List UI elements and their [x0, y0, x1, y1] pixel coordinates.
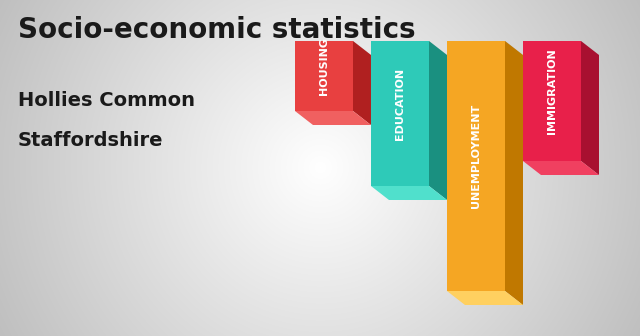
Text: UNEMPLOYMENT: UNEMPLOYMENT: [471, 104, 481, 208]
Text: Staffordshire: Staffordshire: [18, 131, 163, 150]
Text: HOUSING: HOUSING: [319, 37, 329, 95]
Text: IMMIGRATION: IMMIGRATION: [547, 48, 557, 134]
Polygon shape: [581, 41, 599, 175]
Polygon shape: [429, 41, 447, 200]
Polygon shape: [371, 41, 447, 55]
Text: EDUCATION: EDUCATION: [395, 68, 405, 139]
Polygon shape: [371, 186, 447, 200]
Text: Hollies Common: Hollies Common: [18, 91, 195, 110]
Polygon shape: [353, 41, 371, 125]
Polygon shape: [523, 161, 599, 175]
Polygon shape: [523, 41, 599, 55]
Polygon shape: [447, 291, 523, 305]
Polygon shape: [371, 41, 429, 186]
Polygon shape: [505, 41, 523, 305]
Polygon shape: [447, 41, 505, 291]
Polygon shape: [523, 41, 581, 161]
Polygon shape: [295, 41, 371, 55]
Polygon shape: [447, 41, 523, 55]
Text: Socio-economic statistics: Socio-economic statistics: [18, 16, 415, 44]
Polygon shape: [295, 41, 353, 111]
Polygon shape: [295, 111, 371, 125]
